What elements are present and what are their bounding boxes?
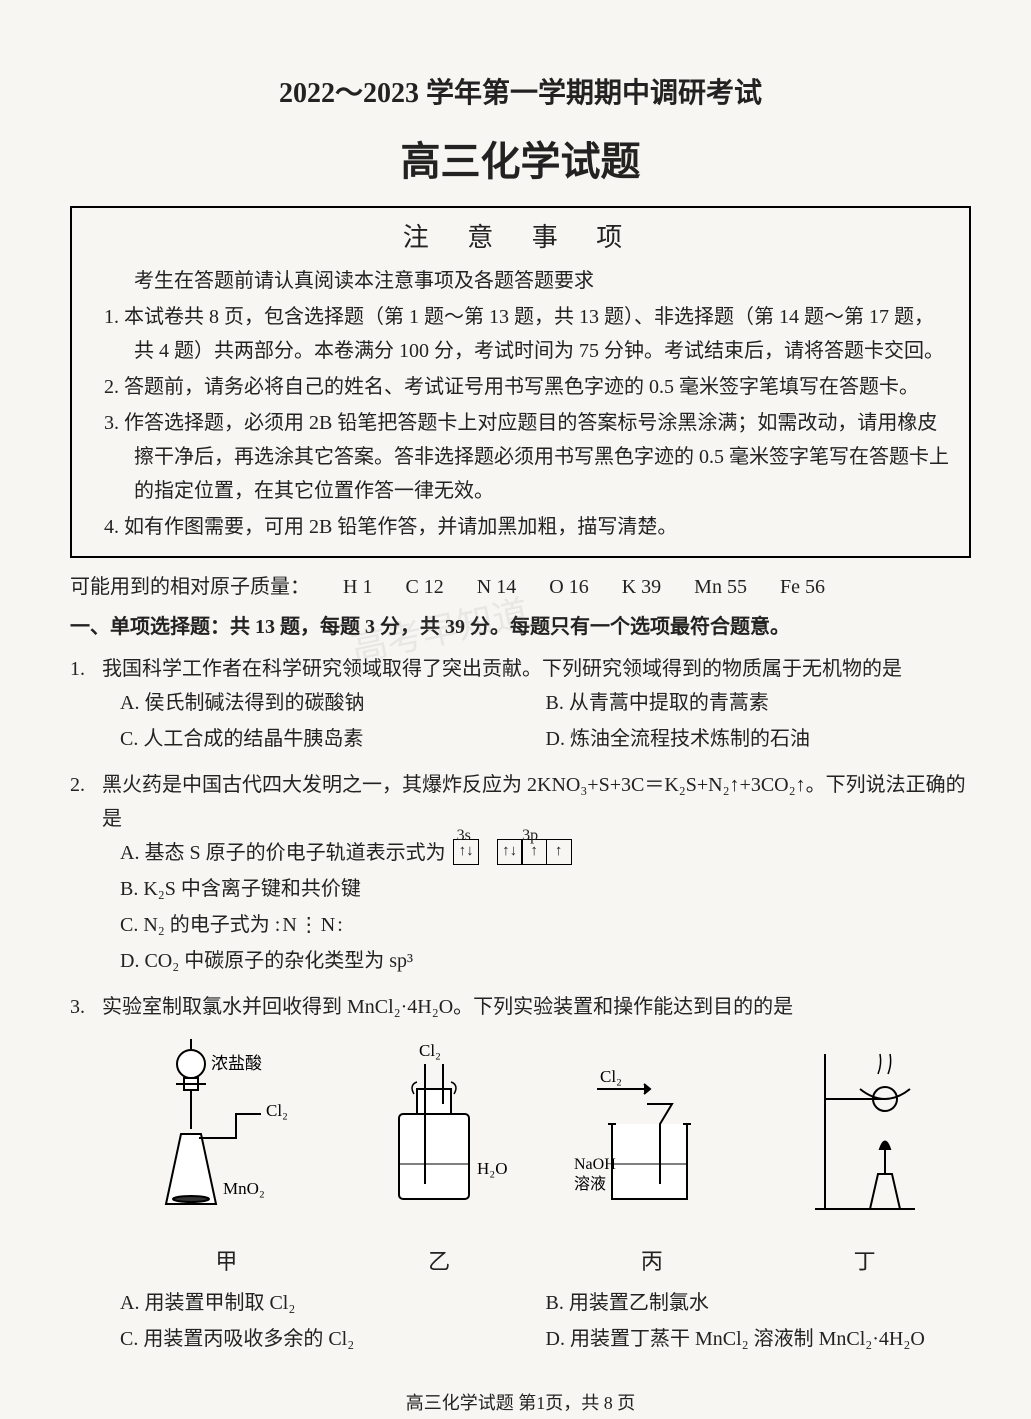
label-mno2: MnO₂: [223, 1179, 265, 1198]
question-3: 3. 实验室制取氯水并回收得到 MnCl₂·4H₂O。下列实验装置和操作能达到目…: [70, 990, 971, 1358]
label-h2o: H₂O: [477, 1159, 507, 1178]
label-solution: 溶液: [574, 1175, 606, 1193]
lewis-structure-icon: :N⋮N:: [275, 914, 345, 936]
atomic-o: O 16: [549, 570, 588, 604]
atomic-h: H 1: [343, 570, 372, 604]
q3-options: A. 用装置甲制取 Cl₂ B. 用装置乙制氯水 C. 用装置丙吸收多余的 Cl…: [102, 1286, 971, 1358]
atomic-c: C 12: [405, 570, 443, 604]
notice-item-1: 1. 本试卷共 8 页，包含选择题（第 1 题～第 13 题，共 13 题）、非…: [90, 300, 951, 368]
q3-number: 3.: [70, 990, 102, 1358]
question-1: 1. 我国科学工作者在科学研究领域取得了突出贡献。下列研究领域得到的物质属于无机…: [70, 652, 971, 758]
page-title-1: 2022～2023 学年第一学期期中调研考试: [70, 70, 971, 118]
label-hcl: 浓盐酸: [211, 1054, 262, 1073]
q1-opt-d: D. 炼油全流程技术炼制的石油: [546, 722, 972, 756]
q2-options: A. 基态 S 原子的价电子轨道表示式为 3s ↑↓ 3p ↑↓ ↑ ↑: [102, 836, 971, 978]
notice-item-3: 3. 作答选择题，必须用 2B 铅笔把答题卡上对应题目的答案标号涂黑涂满；如需改…: [90, 406, 951, 508]
notice-item-2: 2. 答题前，请务必将自己的姓名、考试证号用书写黑色字迹的 0.5 毫米签字笔填…: [90, 370, 951, 404]
q2-opt-d: D. CO₂ 中碳原子的杂化类型为 sp³: [102, 944, 971, 978]
atomic-label: 可能用到的相对原子质量：: [70, 570, 310, 604]
evaporation-stand-icon: [790, 1034, 940, 1224]
label-naoh: NaOH: [574, 1156, 616, 1173]
beaker-funnel-icon: Cl₂ NaOH 溶液: [572, 1034, 732, 1224]
notice-box: 注 意 事 项 考生在答题前请认真阅读本注意事项及各题答题要求 1. 本试卷共 …: [70, 206, 971, 558]
q1-opt-c: C. 人工合成的结晶牛胰岛素: [120, 722, 546, 756]
notice-item-4: 4. 如有作图需要，可用 2B 铅笔作答，并请加黑加粗，描写清楚。: [90, 510, 951, 544]
q3-opt-a: A. 用装置甲制取 Cl₂: [120, 1286, 546, 1320]
q1-number: 1.: [70, 652, 102, 758]
q3-opt-d: D. 用装置丁蒸干 MnCl₂ 溶液制 MnCl₂·4H₂O: [546, 1322, 972, 1356]
q2-opt-c-prefix: C. N₂ 的电子式为: [120, 914, 275, 936]
diagram-jia: 浓盐酸 Cl₂ MnO₂ 甲: [120, 1034, 333, 1280]
q2-number: 2.: [70, 768, 102, 980]
diagram-yi-label: 乙: [333, 1243, 546, 1280]
diagram-ding-label: 丁: [758, 1243, 971, 1280]
diagram-jia-label: 甲: [120, 1243, 333, 1280]
question-2: 2. 黑火药是中国古代四大发明之一，其爆炸反应为 2KNO₃+S+3C＝K₂S+…: [70, 768, 971, 980]
atomic-k: K 39: [622, 570, 661, 604]
q2-opt-b: B. K₂S 中含离子键和共价键: [102, 872, 971, 906]
atomic-fe: Fe 56: [780, 570, 825, 604]
q3-diagrams: 浓盐酸 Cl₂ MnO₂ 甲: [102, 1034, 971, 1280]
diagram-ding: 丁: [758, 1034, 971, 1280]
atomic-mn: Mn 55: [694, 570, 747, 604]
label-cl2-yi: Cl₂: [419, 1041, 441, 1060]
q3-opt-b: B. 用装置乙制氯水: [546, 1286, 972, 1320]
q3-opt-c: C. 用装置丙吸收多余的 Cl₂: [120, 1322, 546, 1356]
diagram-bing: Cl₂ NaOH 溶液 丙: [546, 1034, 759, 1280]
q3-stem: 实验室制取氯水并回收得到 MnCl₂·4H₂O。下列实验装置和操作能达到目的的是: [102, 990, 971, 1024]
gas-washing-bottle-icon: Cl₂ H₂O: [359, 1034, 519, 1224]
flask-apparatus-icon: 浓盐酸 Cl₂ MnO₂: [141, 1034, 311, 1224]
page-title-2: 高三化学试题: [70, 128, 971, 196]
q1-stem: 我国科学工作者在科学研究领域取得了突出贡献。下列研究领域得到的物质属于无机物的是: [102, 652, 971, 686]
q1-options: A. 侯氏制碱法得到的碳酸钠 B. 从青蒿中提取的青蒿素 C. 人工合成的结晶牛…: [102, 686, 971, 758]
q2-opt-c: C. N₂ 的电子式为 :N⋮N:: [102, 908, 971, 942]
notice-preamble: 考生在答题前请认真阅读本注意事项及各题答题要求: [90, 264, 951, 298]
orbital-3p-label: 3p: [522, 822, 538, 849]
q1-opt-b: B. 从青蒿中提取的青蒿素: [546, 686, 972, 720]
label-cl2-jia: Cl₂: [266, 1101, 288, 1120]
q2-opt-a: A. 基态 S 原子的价电子轨道表示式为 3s ↑↓ 3p ↑↓ ↑ ↑: [102, 836, 971, 870]
notice-title: 注 意 事 项: [90, 216, 951, 260]
page-footer: 高三化学试题 第1页，共 8 页: [70, 1388, 971, 1419]
diagram-bing-label: 丙: [546, 1243, 759, 1280]
q1-opt-a: A. 侯氏制碱法得到的碳酸钠: [120, 686, 546, 720]
atomic-masses: 可能用到的相对原子质量： H 1 C 12 N 14 O 16 K 39 Mn …: [70, 570, 971, 604]
section-title: 一、单项选择题：共 13 题，每题 3 分，共 39 分。每题只有一个选项最符合…: [70, 610, 971, 644]
orbital-3s-label: 3s: [457, 822, 471, 849]
diagram-yi: Cl₂ H₂O 乙: [333, 1034, 546, 1280]
label-cl2-bing: Cl₂: [600, 1067, 622, 1086]
q2-opt-a-text: A. 基态 S 原子的价电子轨道表示式为: [120, 842, 446, 864]
atomic-n: N 14: [477, 570, 516, 604]
